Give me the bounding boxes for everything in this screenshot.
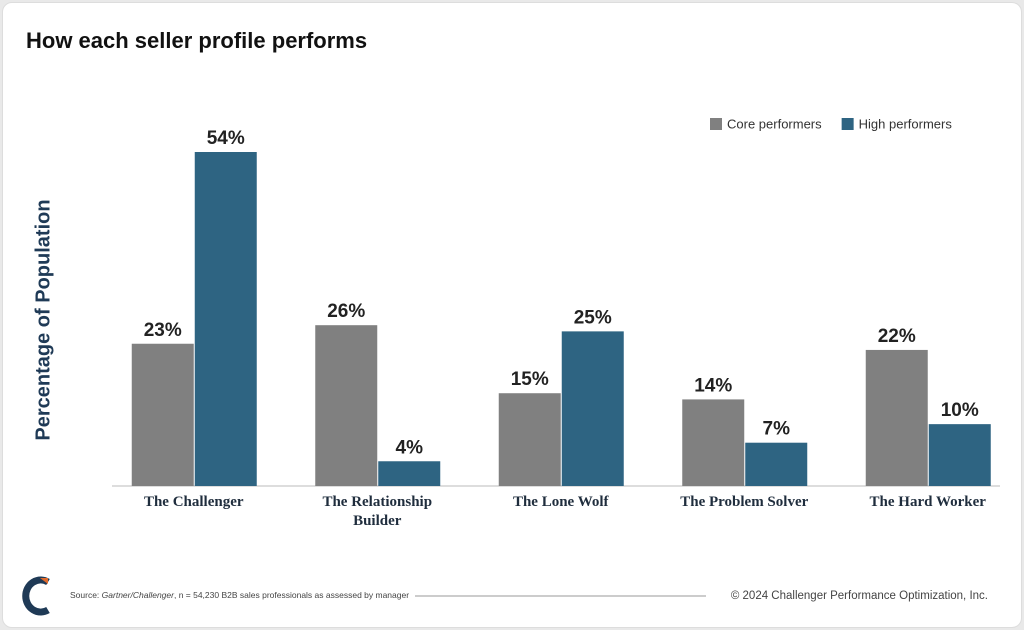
- bar: [378, 461, 441, 486]
- x-tick-label: The Problem Solver: [680, 494, 809, 510]
- source-prefix: Source:: [70, 590, 99, 600]
- value-label: 14%: [694, 375, 732, 396]
- bar: [865, 349, 928, 486]
- value-label: 15%: [511, 369, 549, 390]
- bar: [315, 325, 378, 486]
- x-tick-label: The Hard Worker: [869, 494, 986, 510]
- bar: [745, 442, 808, 486]
- logo-accent: [40, 578, 48, 584]
- x-tick-label: The Lone Wolf: [512, 494, 609, 510]
- value-label: 7%: [763, 419, 791, 440]
- source-note: Source: Gartner/Challenger, n = 54,230 B…: [70, 590, 409, 600]
- value-label: 10%: [941, 400, 979, 421]
- value-label: 26%: [327, 301, 365, 322]
- bar: [928, 424, 991, 486]
- logo: [22, 576, 50, 616]
- bar: [561, 331, 624, 486]
- value-label: 25%: [574, 307, 612, 328]
- value-label: 22%: [878, 326, 916, 347]
- value-label: 54%: [207, 128, 245, 149]
- legend-label: High performers: [859, 116, 953, 131]
- source-italic: Gartner/Challenger: [102, 590, 175, 600]
- x-tick-label: The Challenger: [143, 494, 244, 510]
- bar: [498, 393, 561, 486]
- bar: [682, 399, 745, 486]
- chart-title: How each seller profile performs: [26, 28, 367, 53]
- legend-label: Core performers: [727, 116, 822, 131]
- value-label: 4%: [396, 437, 424, 458]
- value-label: 23%: [144, 320, 182, 341]
- legend-swatch: [841, 118, 854, 130]
- bar: [131, 343, 194, 486]
- bar: [194, 152, 257, 486]
- x-tick-label: The Relationship Builder: [322, 494, 433, 529]
- legend-swatch: [710, 118, 722, 130]
- y-axis-label: Percentage of Population: [32, 199, 54, 440]
- source-rest: , n = 54,230 B2B sales professionals as …: [174, 590, 409, 600]
- copyright: © 2024 Challenger Performance Optimizati…: [731, 590, 988, 602]
